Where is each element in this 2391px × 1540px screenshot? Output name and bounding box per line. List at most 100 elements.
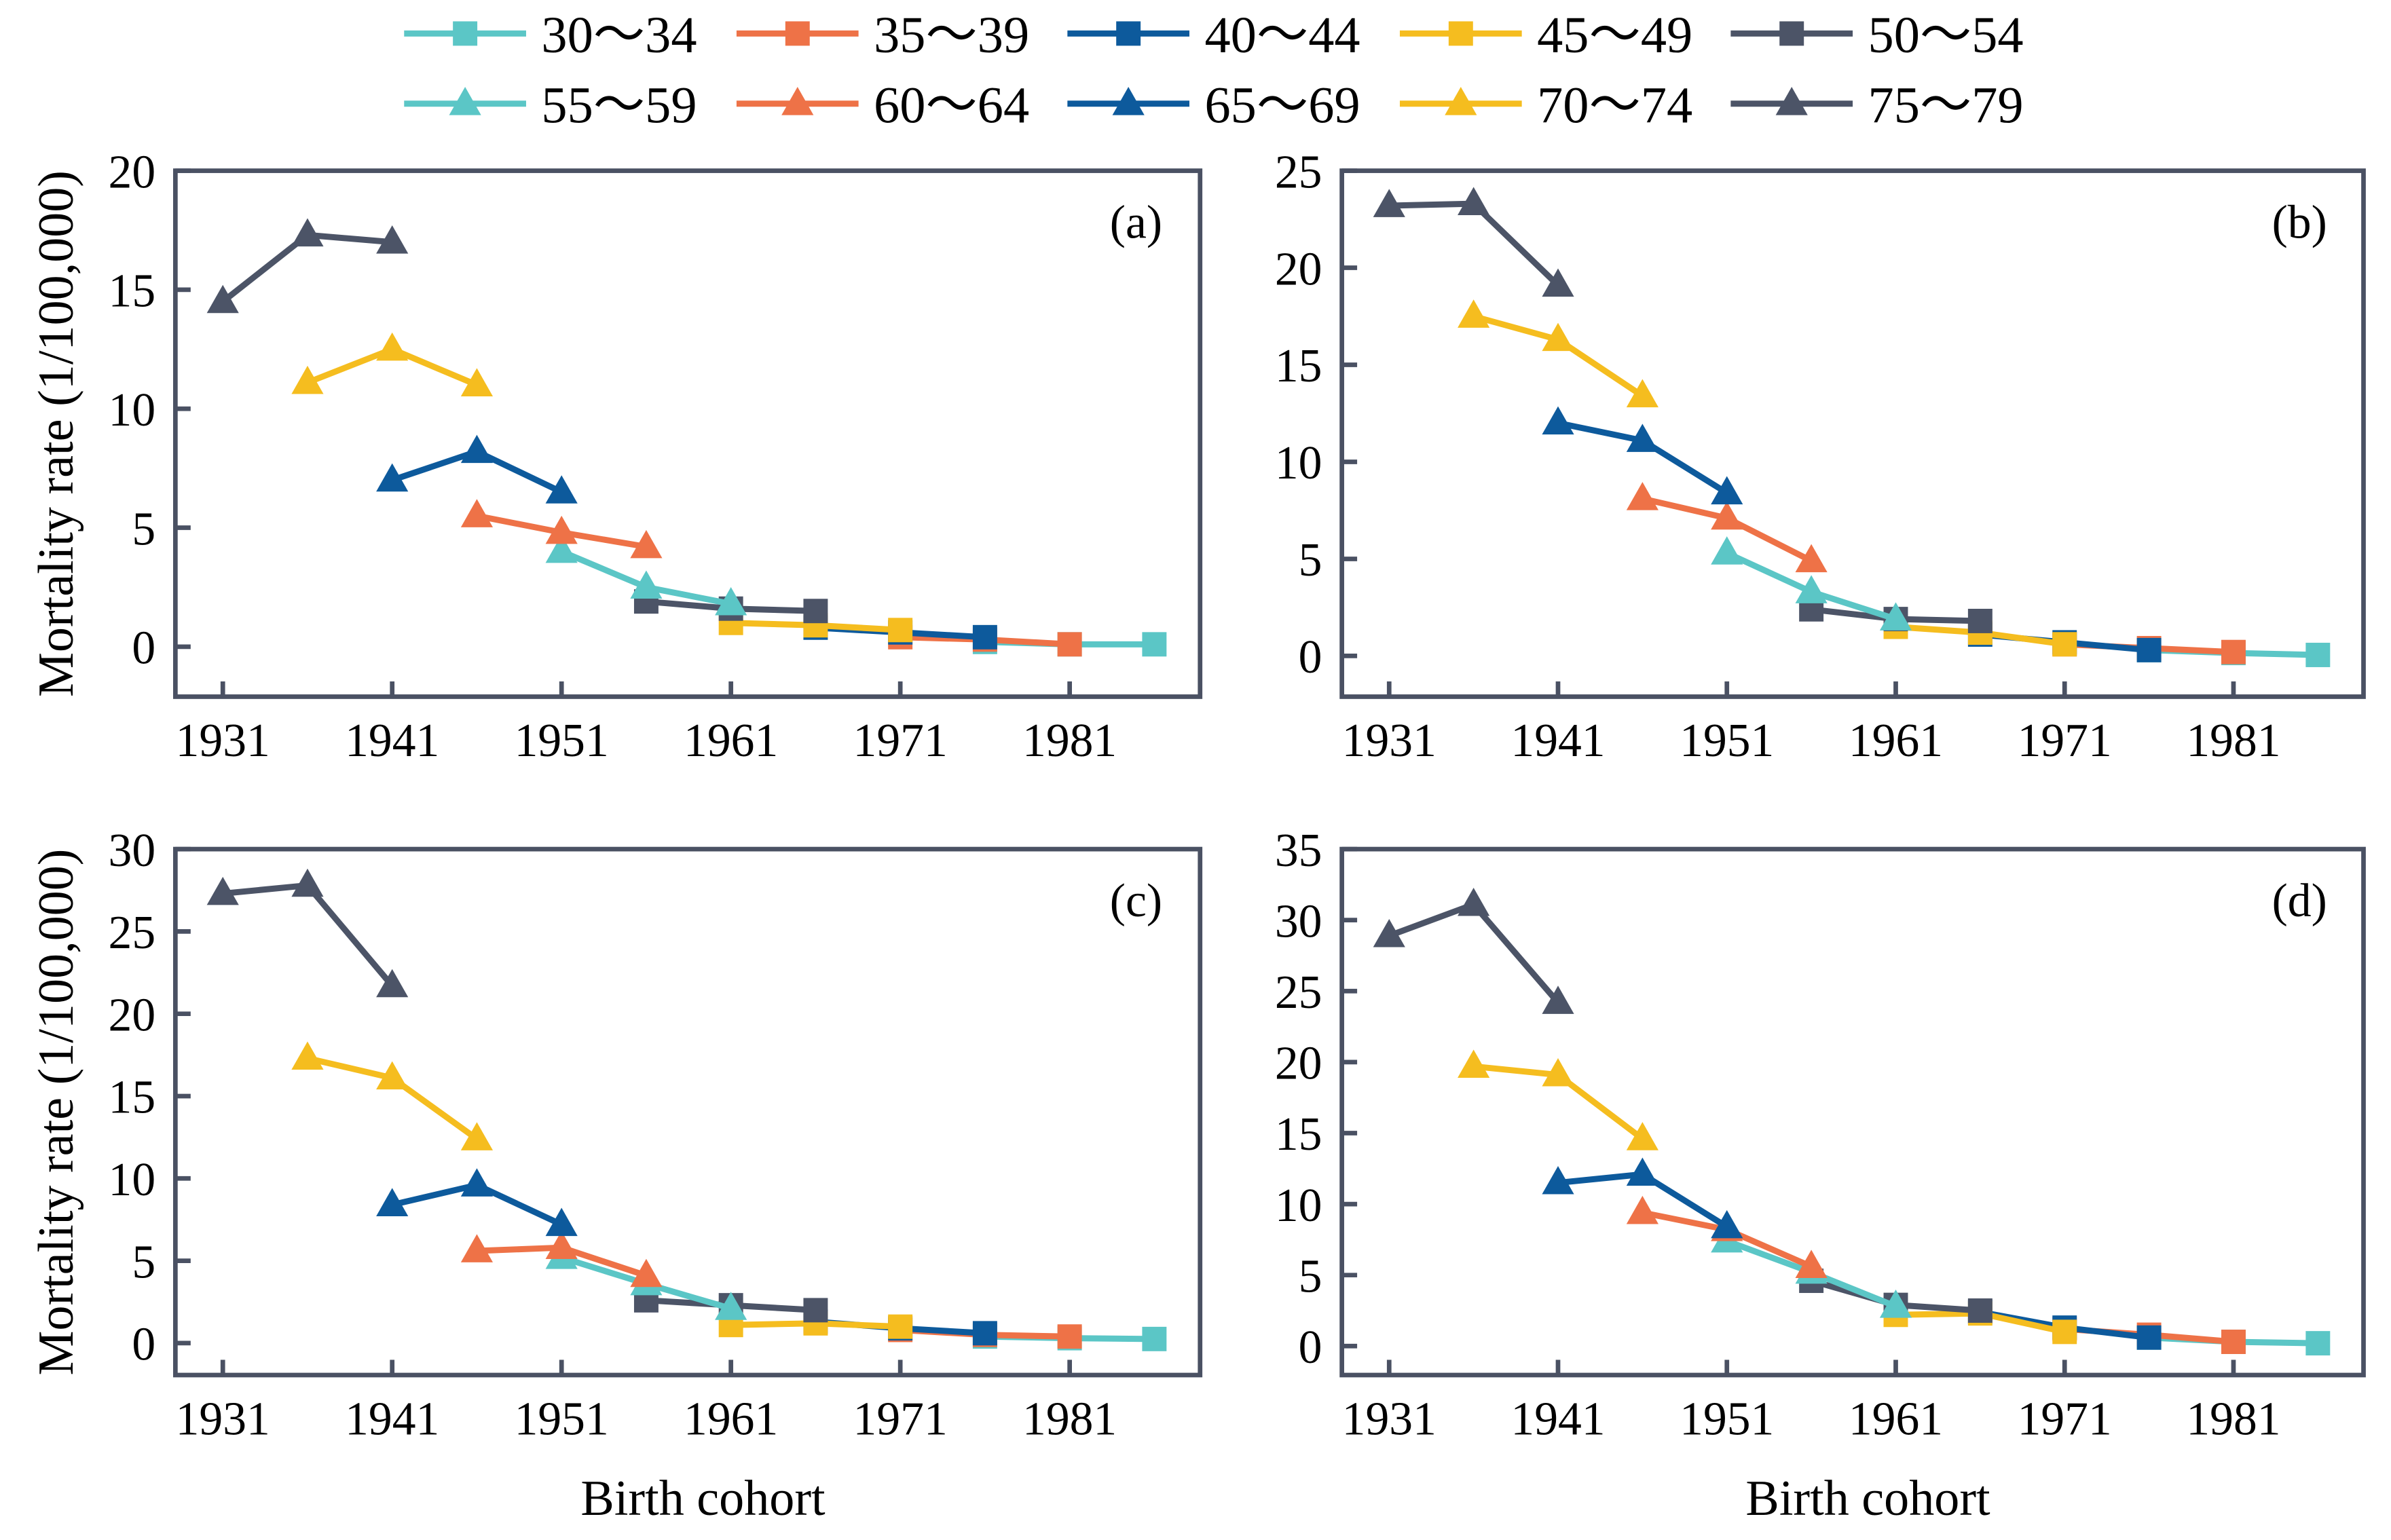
- x-tick-label-c-2: 1951: [515, 1393, 609, 1446]
- y-tick-label-c-6: 30: [109, 825, 156, 877]
- legend-item-2: 40～44: [1067, 6, 1360, 64]
- legend-item-4: 50～54: [1730, 6, 2024, 64]
- data-point-d-series-0-1986: [2305, 1331, 2331, 1356]
- data-point-d-series-1-1981: [2221, 1330, 2246, 1354]
- y-tick-label-b-0: 0: [1299, 631, 1322, 683]
- y-tick-label-c-5: 25: [109, 907, 156, 959]
- y-tick-label-c-4: 20: [109, 989, 156, 1041]
- series-b-7: [1542, 406, 1743, 505]
- y-tick-label-b-5: 25: [1275, 146, 1322, 198]
- y-tick-label-d-2: 10: [1275, 1180, 1322, 1232]
- x-tick-label-a-3: 1961: [684, 715, 778, 767]
- chart-panel-d: 0 5 10 15 20 25 30 35 1931 1941 1951 1961 1971 1981 (d…: [1275, 825, 2366, 1526]
- data-point-a-series-3-1971: [888, 618, 913, 643]
- series-a-8: [291, 332, 494, 396]
- series-d-9: [1373, 887, 1574, 1014]
- legend-label-9: 75～79: [1868, 76, 2024, 134]
- y-tick-label-a-2: 10: [109, 384, 156, 436]
- data-point-b-series-3-1971: [2052, 632, 2077, 657]
- data-point-c-series-2-1976: [972, 1321, 997, 1346]
- data-point-a-series-6-1951: [545, 515, 578, 544]
- data-point-a-series-5-1961: [715, 587, 747, 616]
- data-point-c-series-4-1966: [803, 1298, 828, 1323]
- data-point-b-series-9-1936: [1458, 187, 1490, 216]
- data-point-b-series-9-1931: [1373, 189, 1405, 217]
- data-point-c-series-6-1956: [630, 1258, 663, 1288]
- data-point-a-series-8-1946: [460, 368, 494, 396]
- legend-marker-5: [449, 87, 481, 115]
- series-c-6: [460, 1231, 663, 1288]
- data-point-b-series-5-1956: [1795, 575, 1828, 603]
- plot-frame-b: [1339, 168, 2366, 699]
- x-axis-title-c: Birth cohort: [580, 1471, 826, 1526]
- legend-label-7: 65～69: [1204, 76, 1360, 134]
- legend-label-1: 35～39: [874, 6, 1029, 64]
- x-tick-label-b-5: 1981: [2186, 715, 2280, 767]
- data-point-a-series-0-1986: [1142, 632, 1167, 657]
- legend-item-6: 60～64: [736, 76, 1029, 134]
- data-point-b-series-6-1956: [1795, 544, 1828, 573]
- data-point-c-series-0-1986: [1142, 1326, 1167, 1351]
- x-tick-label-b-0: 1931: [1342, 715, 1437, 767]
- data-point-b-series-7-1941: [1542, 406, 1574, 435]
- data-point-b-series-8-1936: [1458, 299, 1490, 328]
- data-point-d-series-9-1936: [1458, 887, 1490, 916]
- y-tick-label-a-4: 20: [109, 146, 156, 198]
- data-point-d-series-8-1946: [1626, 1122, 1658, 1150]
- x-tick-label-a-5: 1981: [1022, 715, 1117, 767]
- y-tick-label-d-7: 35: [1275, 825, 1322, 877]
- y-tick-label-d-3: 15: [1275, 1108, 1322, 1161]
- legend-label-5: 55～59: [541, 76, 697, 134]
- data-point-c-series-8-1941: [376, 1061, 409, 1090]
- legend-item-1: 35～39: [736, 6, 1029, 64]
- series-a-7: [376, 434, 578, 504]
- legend-label-0: 30～34: [541, 6, 697, 64]
- data-point-d-series-5-1961: [1879, 1290, 1912, 1318]
- legend-marker-8: [1445, 87, 1477, 115]
- series-b-6: [1626, 482, 1828, 573]
- y-axis-title-c: Mortality rate (1/100,000): [29, 849, 84, 1376]
- data-point-d-series-4-1966: [1967, 1298, 1992, 1323]
- data-point-b-series-6-1951: [1711, 501, 1743, 530]
- y-tick-label-b-3: 15: [1275, 340, 1322, 392]
- series-line-c-9: [222, 882, 395, 988]
- data-point-b-series-1-1981: [2221, 639, 2246, 664]
- legend-item-8: 70～74: [1399, 76, 1692, 134]
- data-point-a-series-7-1951: [545, 475, 578, 504]
- data-point-b-series-5-1961: [1879, 602, 1912, 631]
- data-point-b-series-8-1941: [1542, 322, 1574, 352]
- x-tick-label-b-2: 1951: [1680, 715, 1774, 767]
- series-b-8: [1458, 299, 1658, 408]
- chart-panels: 0 5 10 15 20 1931 1941 1951 1961 1971 1981 (a) Morta…: [29, 146, 2366, 1526]
- x-tick-label-d-1: 1941: [1510, 1393, 1605, 1446]
- series-c-8: [291, 1041, 494, 1150]
- y-axis-title-a: Mortality rate (1/100,000): [29, 170, 84, 697]
- data-point-c-series-7-1946: [460, 1168, 494, 1197]
- x-tick-label-b-4: 1971: [2018, 715, 2112, 767]
- data-point-c-series-8-1936: [291, 1041, 324, 1070]
- data-point-a-series-8-1936: [291, 365, 324, 394]
- legend-marker-0: [453, 21, 478, 46]
- x-tick-label-a-4: 1971: [853, 715, 948, 767]
- legend-label-3: 45～49: [1537, 6, 1692, 64]
- chart-panel-a: 0 5 10 15 20 1931 1941 1951 1961 1971 1981 (a) Morta…: [29, 146, 1203, 767]
- data-point-c-series-7-1941: [376, 1188, 409, 1216]
- x-tick-label-c-3: 1961: [684, 1393, 778, 1446]
- data-point-a-series-1-1981: [1057, 632, 1082, 657]
- data-point-b-series-5-1951: [1711, 536, 1743, 565]
- series-b-5: [1711, 536, 1912, 631]
- panel-label-c: (c): [1110, 875, 1162, 927]
- legend-item-0: 30～34: [404, 6, 697, 64]
- series-a-6: [460, 499, 663, 559]
- panel-label-a: (a): [1110, 196, 1162, 248]
- data-point-a-series-7-1946: [460, 434, 494, 464]
- y-tick-label-c-3: 15: [109, 1072, 156, 1124]
- data-point-b-series-4-1966: [1967, 608, 1992, 633]
- y-tick-label-d-0: 0: [1299, 1321, 1322, 1374]
- data-point-c-series-3-1971: [888, 1314, 913, 1339]
- series-b-9: [1373, 187, 1574, 297]
- data-point-c-series-6-1946: [460, 1234, 494, 1262]
- legend-marker-2: [1116, 21, 1141, 46]
- data-point-c-series-9-1931: [206, 876, 239, 905]
